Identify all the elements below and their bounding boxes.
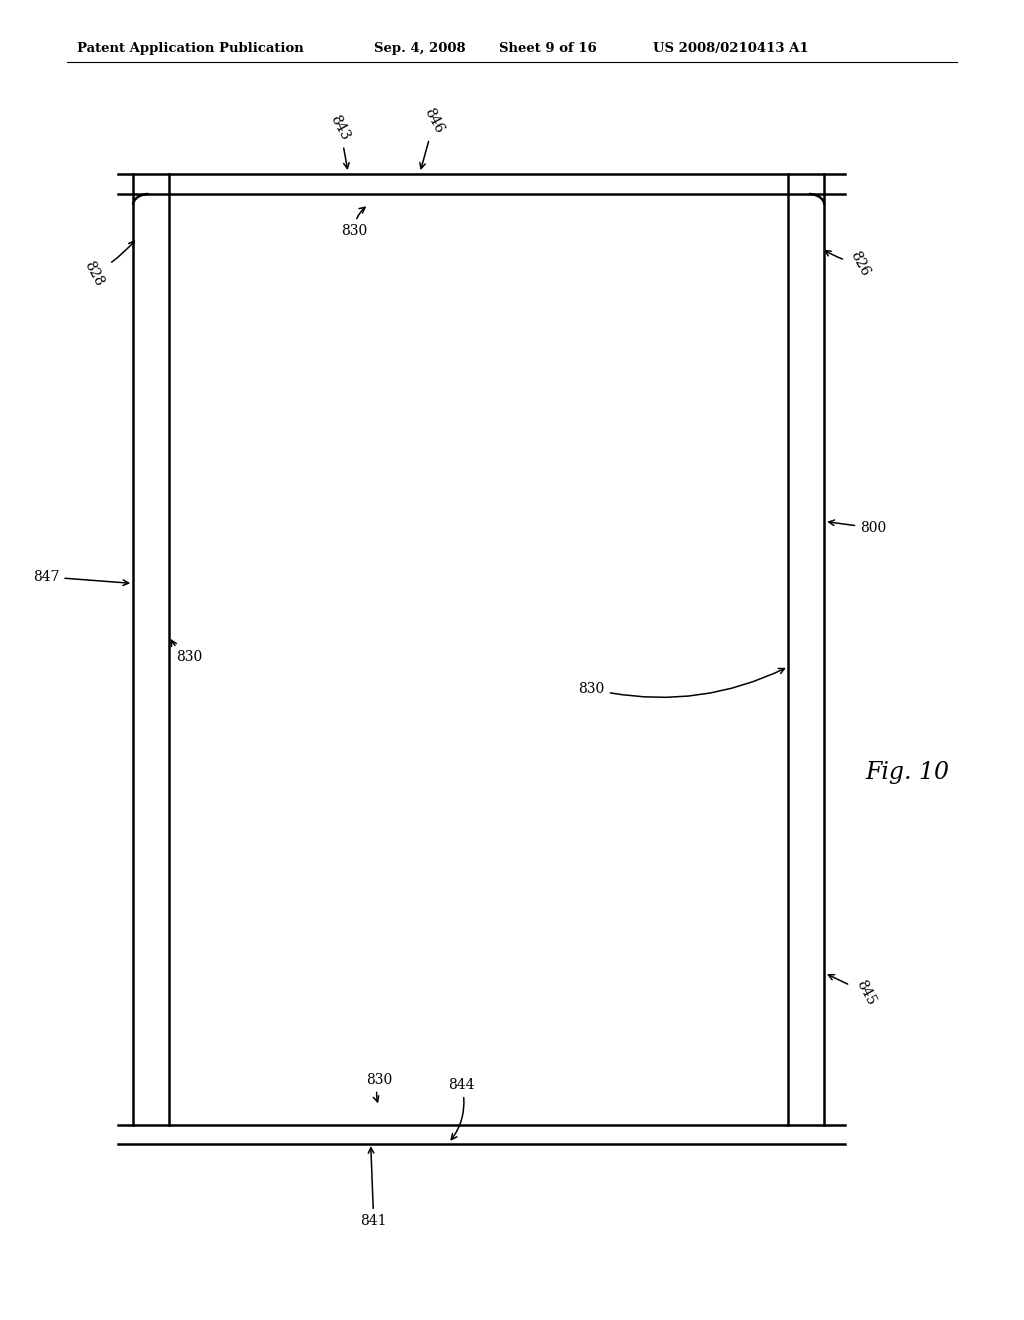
Text: 828: 828 <box>82 242 134 288</box>
Text: 800: 800 <box>828 520 887 535</box>
Text: 830: 830 <box>367 1073 393 1102</box>
Text: Sep. 4, 2008: Sep. 4, 2008 <box>374 42 465 54</box>
Text: Fig. 10: Fig. 10 <box>865 760 949 784</box>
Text: 846: 846 <box>420 106 446 169</box>
Text: Patent Application Publication: Patent Application Publication <box>77 42 303 54</box>
Text: 847: 847 <box>33 570 129 586</box>
Text: Sheet 9 of 16: Sheet 9 of 16 <box>499 42 596 54</box>
Text: US 2008/0210413 A1: US 2008/0210413 A1 <box>653 42 809 54</box>
Text: 830: 830 <box>171 640 203 664</box>
Text: 841: 841 <box>360 1147 387 1228</box>
Text: 826: 826 <box>825 249 872 279</box>
Text: 845: 845 <box>828 974 878 1007</box>
Text: 843: 843 <box>328 112 352 169</box>
Text: 830: 830 <box>579 668 784 697</box>
Text: 830: 830 <box>341 207 368 238</box>
Text: 844: 844 <box>449 1078 475 1139</box>
